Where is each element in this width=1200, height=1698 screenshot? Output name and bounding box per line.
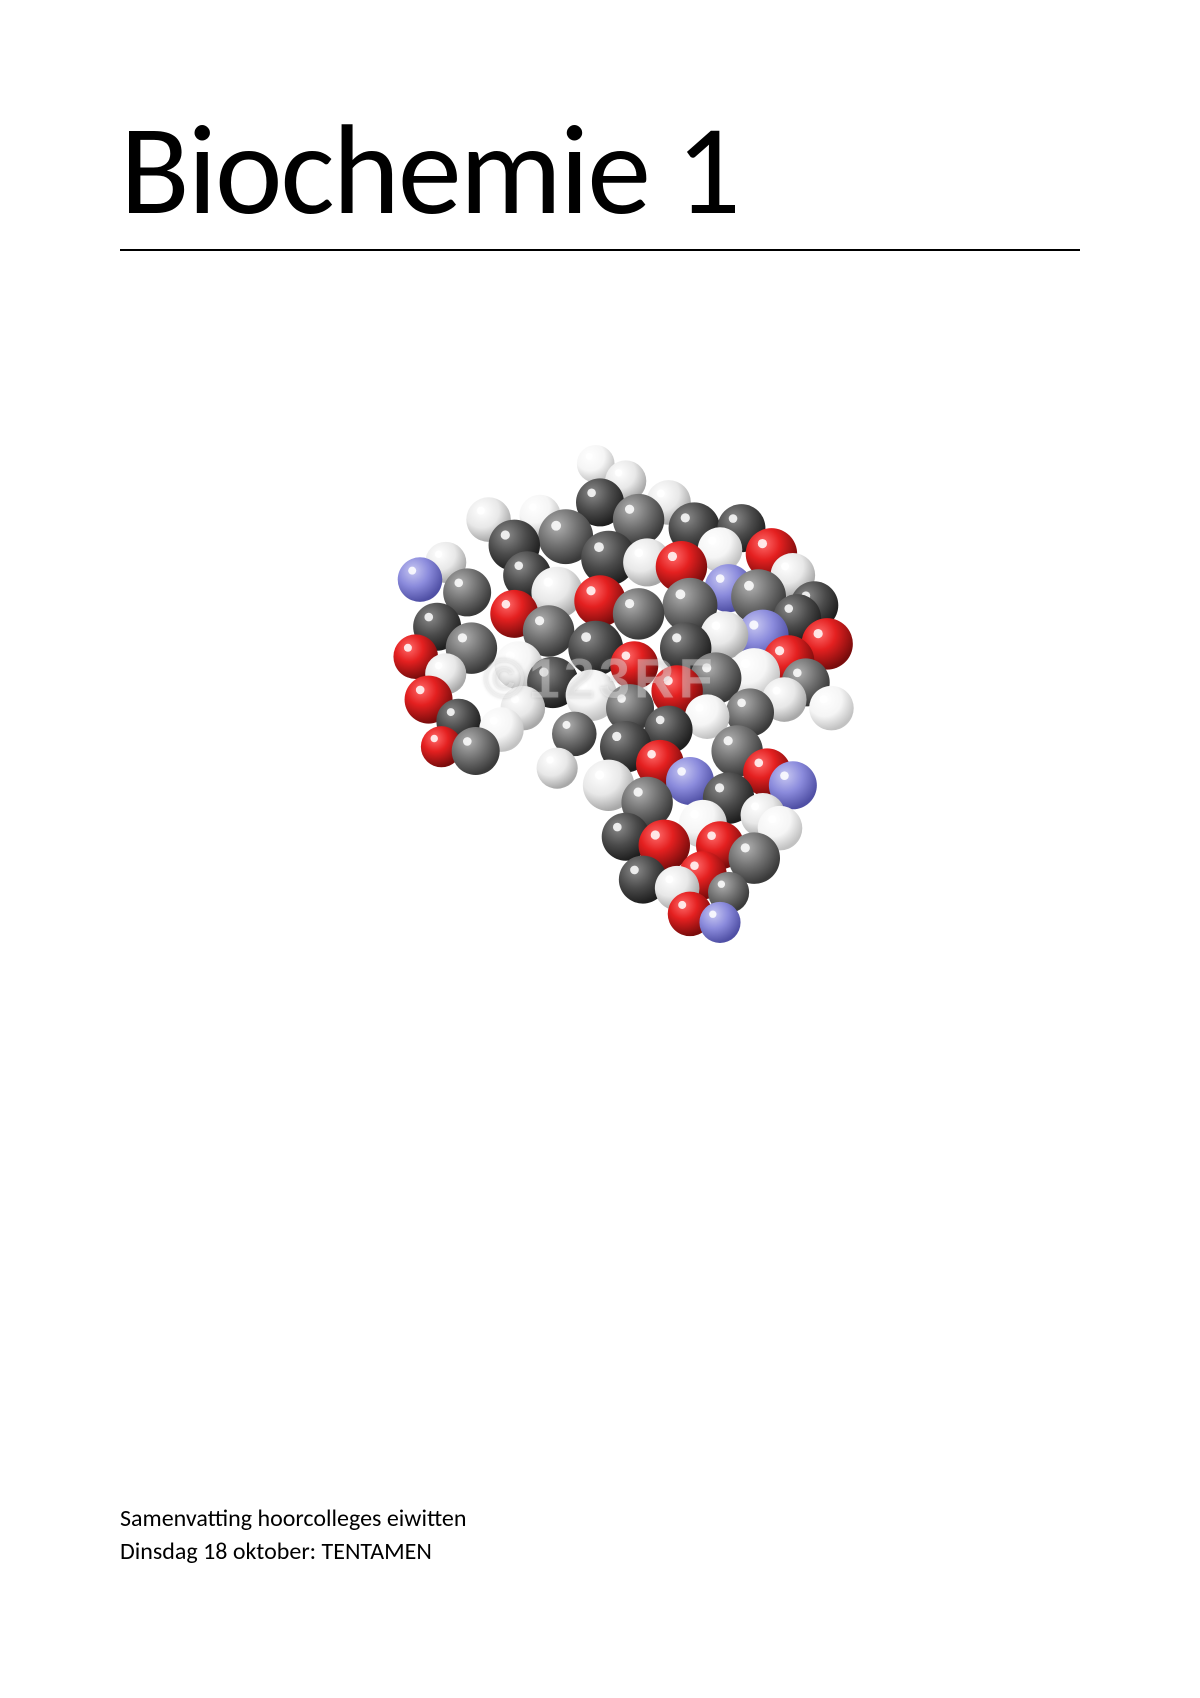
molecule-svg [300,371,900,1011]
atom-nitrogen [398,557,443,602]
atom-carbon_mid [613,588,664,639]
atom-carbon_mid [452,727,500,775]
atom-hydrogen_white [809,686,854,731]
footer-line-1: Samenvatting hoorcolleges eiwitten [120,1503,466,1535]
footer-line-2: Dinsdag 18 oktober: TENTAMEN [120,1536,466,1568]
footer-text: Samenvatting hoorcolleges eiwitten Dinsd… [120,1503,466,1568]
atom-nitrogen [699,902,740,943]
title-section: Biochemie 1 [120,100,1080,251]
atom-hydrogen_light [537,747,578,788]
atom-oxygen [610,641,658,689]
page-title: Biochemie 1 [120,100,1080,251]
molecule-image: ©123RF [300,371,900,1011]
molecule-wrapper: ©123RF [120,371,1080,1011]
